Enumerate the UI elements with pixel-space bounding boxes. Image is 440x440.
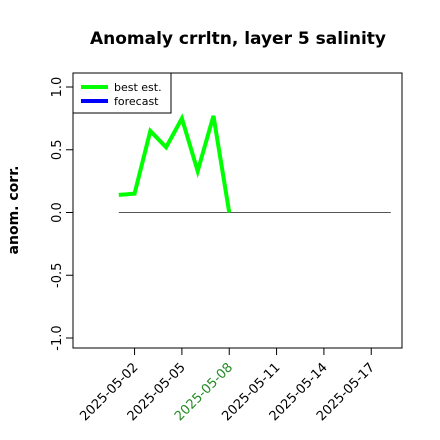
y-tick-label: 0.5 xyxy=(50,139,65,160)
legend-label: forecast xyxy=(114,95,159,108)
y-axis-label: anom. corr. xyxy=(6,166,22,255)
y-tick-label: 1.0 xyxy=(50,77,65,98)
series-line-best-est xyxy=(118,113,232,213)
y-axis-ticks: -1.0 -0.5 0.0 0.5 1.0 xyxy=(50,77,73,351)
chart-title: Anomaly crrltn, layer 5 salinity xyxy=(90,29,386,49)
legend: best est.forecast xyxy=(72,72,172,114)
y-tick-label: -1.0 xyxy=(50,325,65,350)
x-axis-ticks: 2025-05-022025-05-052025-05-082025-05-11… xyxy=(77,348,378,424)
y-tick-label: -0.5 xyxy=(50,263,65,288)
legend-label: best est. xyxy=(114,81,162,94)
plot-frame xyxy=(72,72,403,349)
series-group xyxy=(118,113,232,213)
legend-box xyxy=(72,72,172,114)
y-tick-label: 0.0 xyxy=(50,202,65,223)
